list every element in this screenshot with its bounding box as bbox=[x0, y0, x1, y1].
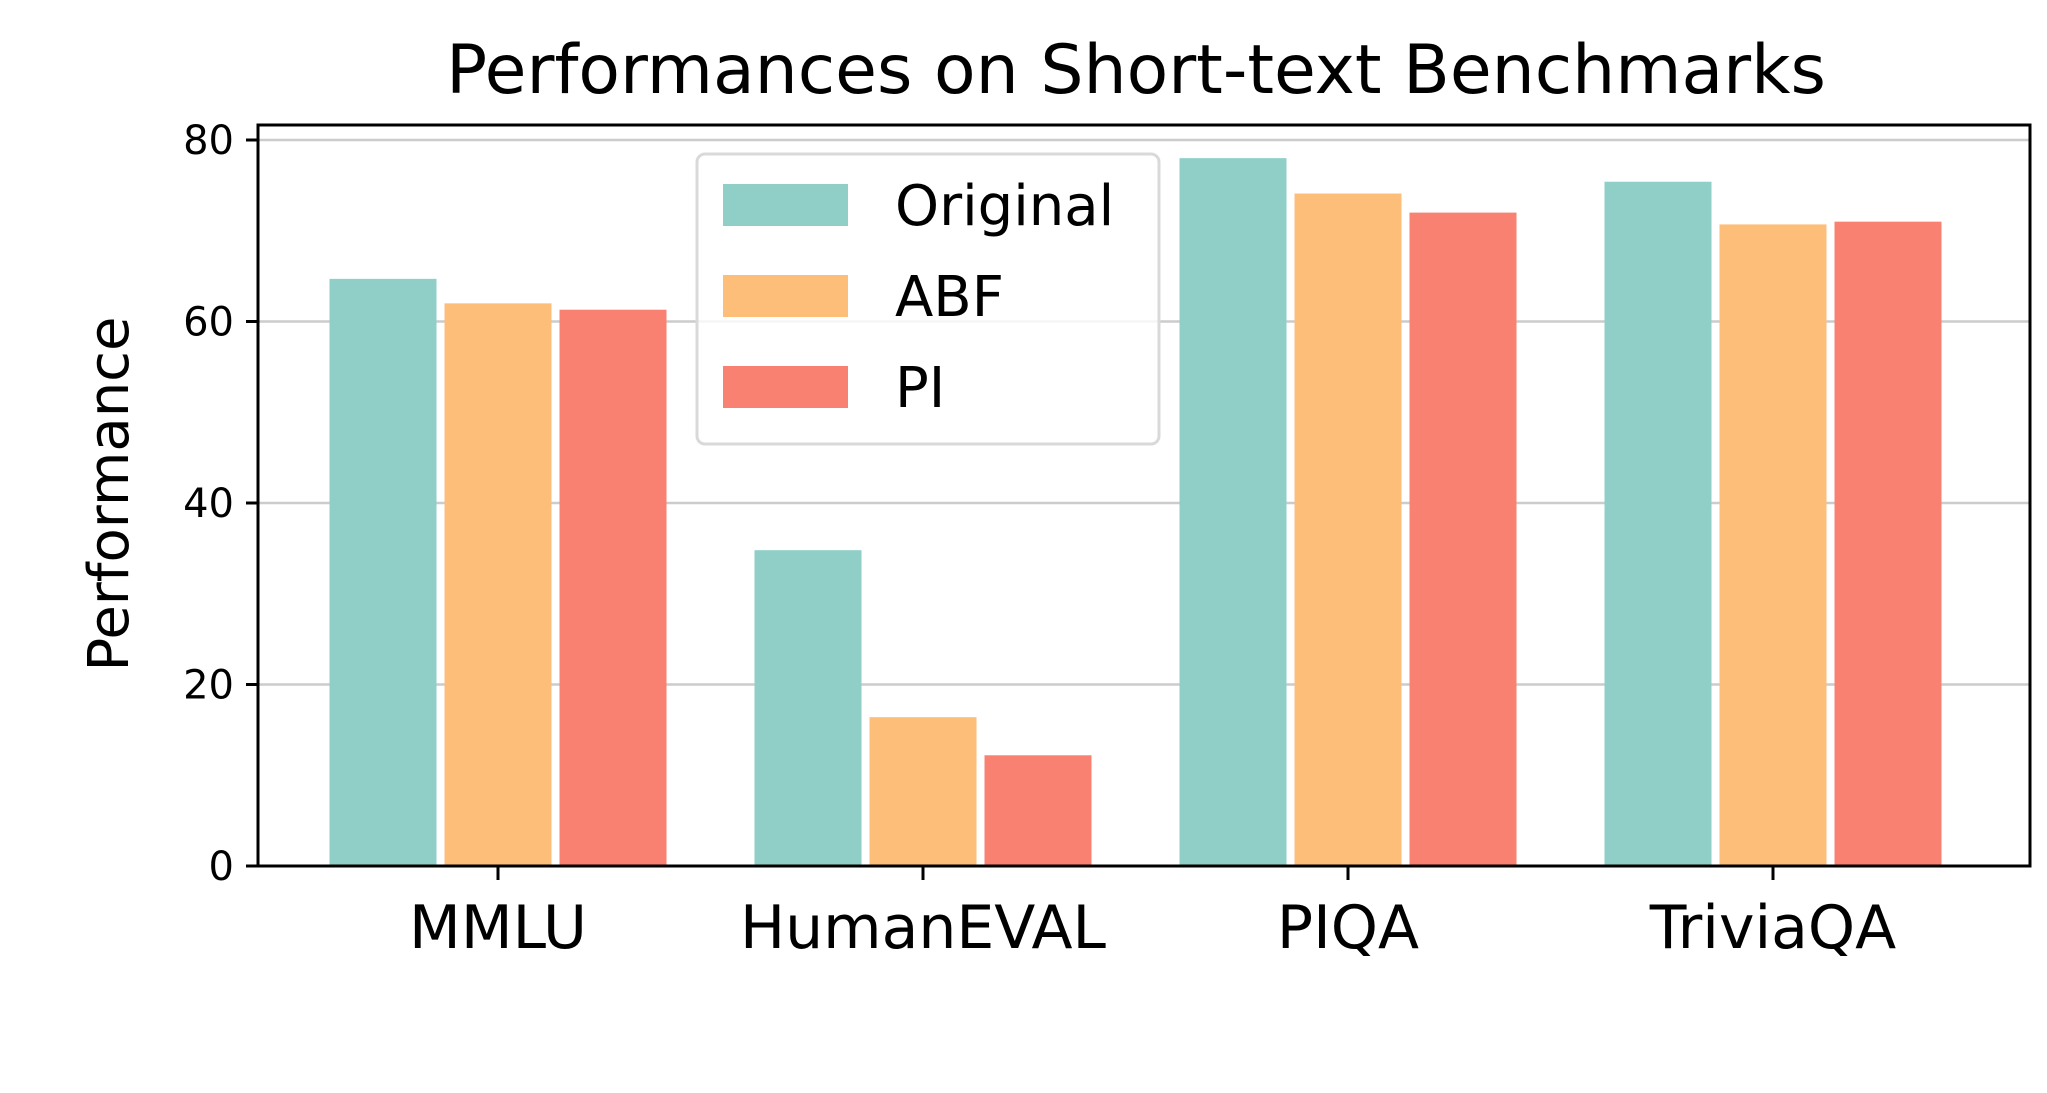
y-tick-label: 40 bbox=[183, 481, 234, 527]
bar-abf-triviaqa bbox=[1719, 224, 1827, 866]
y-tick-label: 20 bbox=[183, 663, 234, 709]
legend-swatch-pi bbox=[723, 366, 848, 408]
bar-original-mmlu bbox=[329, 278, 437, 866]
x-tick-label: PIQA bbox=[1277, 893, 1419, 963]
bar-pi-humaneval bbox=[984, 755, 1092, 866]
legend: Original ABF PI bbox=[695, 152, 1161, 446]
bar-abf-humaneval bbox=[869, 717, 977, 866]
legend-swatch-original bbox=[723, 184, 848, 226]
legend-label-original: Original bbox=[895, 174, 1114, 239]
bar-original-piqa bbox=[1179, 158, 1287, 866]
y-tick-label: 60 bbox=[183, 300, 234, 346]
chart-title: Performances on Short-text Benchmarks bbox=[446, 31, 1826, 110]
bar-original-humaneval bbox=[754, 550, 862, 866]
bars bbox=[329, 158, 1942, 867]
bar-pi-triviaqa bbox=[1834, 221, 1942, 867]
y-tick-label: 0 bbox=[209, 844, 234, 890]
bar-abf-mmlu bbox=[444, 303, 552, 867]
bar-abf-piqa bbox=[1294, 193, 1402, 867]
y-tick-label: 80 bbox=[183, 118, 234, 164]
legend-label-abf: ABF bbox=[895, 265, 1004, 330]
legend-swatch-abf bbox=[723, 275, 848, 317]
bar-pi-mmlu bbox=[559, 309, 667, 866]
y-axis-label: Performance bbox=[77, 317, 142, 672]
x-tick-label: HumanEVAL bbox=[740, 893, 1107, 963]
legend-label-pi: PI bbox=[895, 356, 945, 421]
x-tick-label: TriviaQA bbox=[1649, 893, 1896, 963]
bar-pi-piqa bbox=[1409, 212, 1517, 867]
axes: 0 20 40 60 80 MMLU HumanEVAL PIQA TriviaQA bbox=[183, 118, 2032, 963]
x-tick-label: MMLU bbox=[409, 893, 587, 963]
plot-frame bbox=[256, 123, 2032, 868]
bar-original-triviaqa bbox=[1604, 181, 1712, 866]
